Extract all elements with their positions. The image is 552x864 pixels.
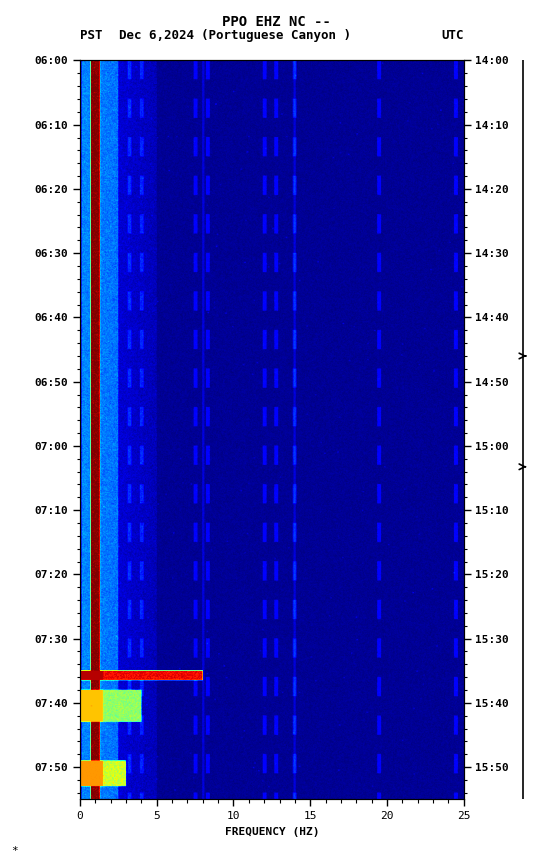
Text: Dec 6,2024: Dec 6,2024 <box>119 29 194 41</box>
Text: UTC: UTC <box>441 29 464 41</box>
Text: (Portuguese Canyon ): (Portuguese Canyon ) <box>201 29 351 41</box>
Text: *: * <box>11 846 18 855</box>
X-axis label: FREQUENCY (HZ): FREQUENCY (HZ) <box>225 827 319 836</box>
Text: PST: PST <box>80 29 103 41</box>
Text: PPO EHZ NC --: PPO EHZ NC -- <box>221 15 331 29</box>
